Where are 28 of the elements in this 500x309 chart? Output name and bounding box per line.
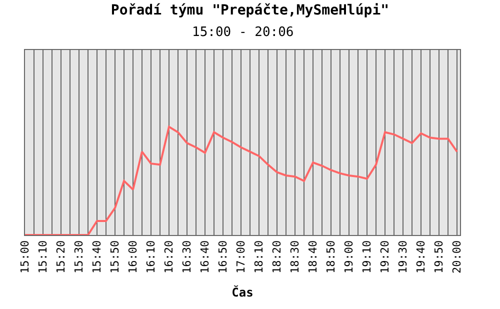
x-tick-label: 15:40	[90, 240, 104, 274]
x-tick-label: 19:00	[342, 240, 356, 274]
chart-title: Pořadí týmu "Prepáčte,MySmeHlúpi"	[110, 2, 390, 18]
x-tick-label: 16:10	[144, 240, 158, 274]
chart-subtitle: 15:00 - 20:06	[192, 25, 294, 40]
x-tick-label: 15:20	[54, 240, 68, 274]
x-tick-label: 16:30	[180, 240, 194, 274]
x-tick-label: 15:00	[18, 240, 32, 274]
x-tick-label: 18:20	[270, 240, 284, 274]
x-axis-title: Čas	[232, 284, 254, 300]
x-tick-label: 18:50	[324, 240, 338, 274]
x-tick-label: 19:10	[360, 240, 374, 274]
x-tick-label: 18:10	[252, 240, 266, 274]
x-tick-label: 16:50	[216, 240, 230, 274]
x-tick-label: 15:10	[36, 240, 50, 274]
x-tick-label: 19:40	[414, 240, 428, 274]
x-tick-label: 16:20	[162, 240, 176, 274]
x-tick-label: 16:40	[198, 240, 212, 274]
x-tick-label: 15:30	[72, 240, 86, 274]
x-tick-label: 18:40	[306, 240, 320, 274]
x-tick-label: 17:00	[234, 240, 248, 274]
x-tick-label: 15:50	[108, 240, 122, 274]
x-tick-label: 19:50	[432, 240, 446, 274]
x-tick-label: 19:30	[396, 240, 410, 274]
x-tick-label: 20:00	[450, 240, 464, 274]
x-tick-label: 18:30	[288, 240, 302, 274]
x-tick-label: 19:20	[378, 240, 392, 274]
x-tick-label: 16:00	[126, 240, 140, 274]
